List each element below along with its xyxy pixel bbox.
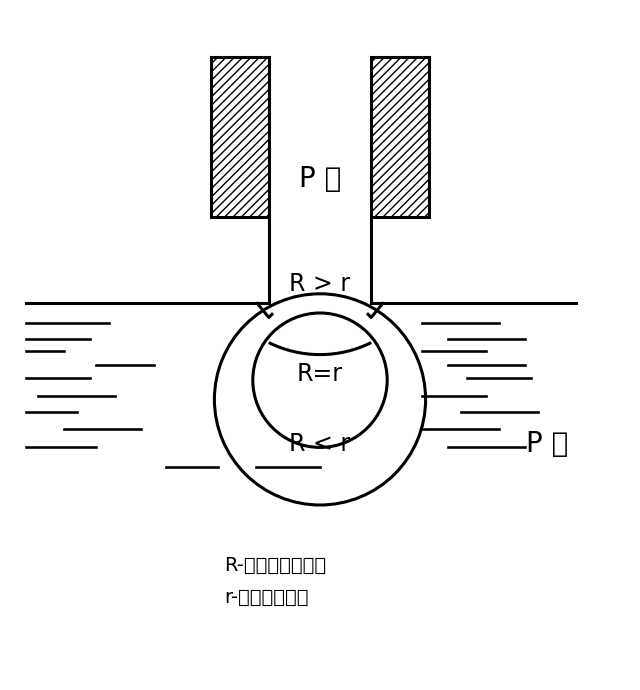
Bar	[371, 57, 429, 217]
Text: r-毛细血管半径: r-毛细血管半径	[224, 589, 308, 607]
Bar	[211, 57, 269, 217]
Text: P 内: P 内	[299, 165, 341, 193]
Text: P 外: P 外	[526, 430, 568, 458]
Text: R-气泡的曲率半径: R-气泡的曲率半径	[224, 556, 326, 575]
Text: R > r: R > r	[289, 272, 351, 296]
Text: R=r: R=r	[297, 362, 343, 386]
Text: R < r: R < r	[289, 432, 351, 456]
